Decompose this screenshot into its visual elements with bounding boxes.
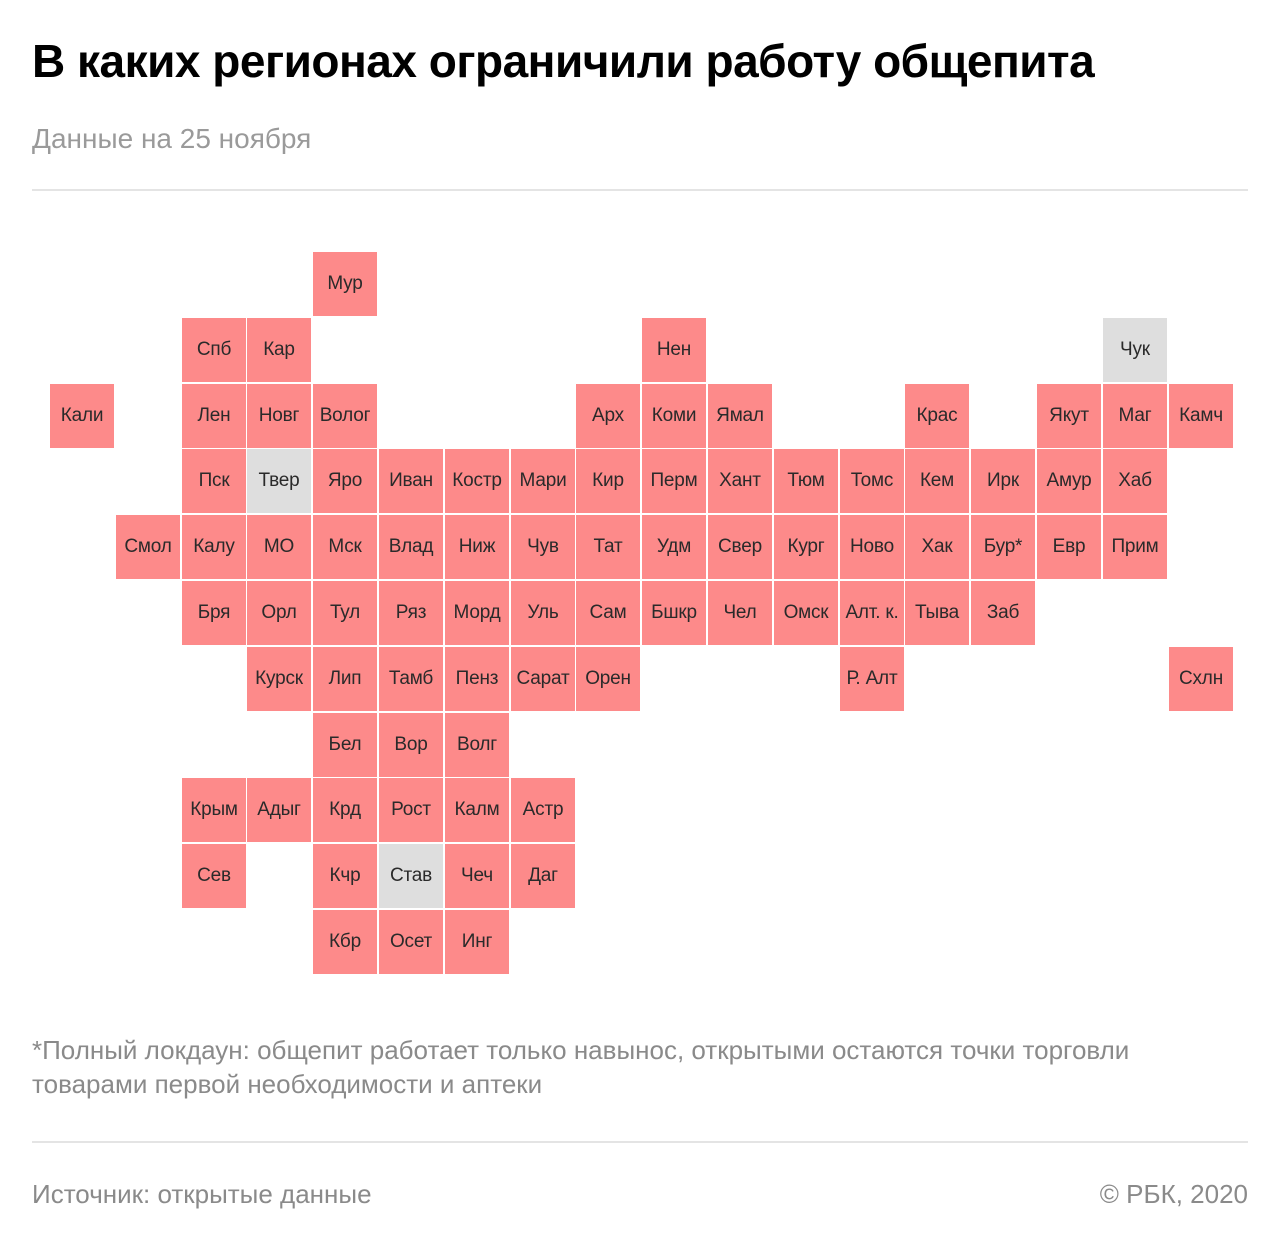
region-tile: Пенз [445, 647, 509, 711]
region-tile: Коми [642, 384, 706, 448]
region-tile: Мур [313, 252, 377, 316]
region-tile: Ряз [379, 581, 443, 645]
region-tile: Астр [511, 778, 575, 842]
region-tile: Тул [313, 581, 377, 645]
region-tile: Рост [379, 778, 443, 842]
region-tile: Осет [379, 910, 443, 974]
region-tile: Адыг [247, 778, 311, 842]
region-tile: Вор [379, 713, 443, 777]
region-tile: Чеч [445, 844, 509, 908]
region-tile: Кбр [313, 910, 377, 974]
region-tile: Чув [511, 515, 575, 579]
region-tile: Новг [247, 384, 311, 448]
region-tile: Камч [1169, 384, 1233, 448]
region-tile: Сам [576, 581, 640, 645]
region-tile: Орл [247, 581, 311, 645]
region-tile: Волог [313, 384, 377, 448]
region-tile: Крым [182, 778, 246, 842]
region-tile: Твер [247, 449, 311, 513]
region-tile: Хак [905, 515, 969, 579]
region-tile: Кург [774, 515, 838, 579]
region-tile: Лен [182, 384, 246, 448]
region-tile: Орен [576, 647, 640, 711]
footnote: *Полный локдаун: общепит работает только… [32, 1035, 1130, 1099]
region-tile: Инг [445, 910, 509, 974]
bottom-divider [32, 1141, 1248, 1143]
region-tile: Смол [116, 515, 180, 579]
region-tile: Морд [445, 581, 509, 645]
region-tile: Уль [511, 581, 575, 645]
region-tile: Ямал [708, 384, 772, 448]
region-tile: Свер [708, 515, 772, 579]
region-tile: Бря [182, 581, 246, 645]
region-tile: Кир [576, 449, 640, 513]
region-tile: Калу [182, 515, 246, 579]
chart-title: В каких регионах ограничили работу общеп… [32, 35, 1095, 87]
region-tile: Иван [379, 449, 443, 513]
region-tile: Евр [1037, 515, 1101, 579]
region-tile: Кем [905, 449, 969, 513]
region-tile: Костр [445, 449, 509, 513]
region-tile: Р. Алт [840, 647, 904, 711]
region-tile: Даг [511, 844, 575, 908]
region-tile: Арх [576, 384, 640, 448]
region-tile: Калм [445, 778, 509, 842]
region-tile: Сарат [511, 647, 575, 711]
region-tile: Крас [905, 384, 969, 448]
region-tile: Нен [642, 318, 706, 382]
region-tile: Прим [1103, 515, 1167, 579]
region-tile: Сев [182, 844, 246, 908]
region-tile: Схлн [1169, 647, 1233, 711]
region-tile: Крд [313, 778, 377, 842]
region-tile: Тыва [905, 581, 969, 645]
region-tile: Бшкр [642, 581, 706, 645]
region-tile: Ирк [971, 449, 1035, 513]
region-tile: Тат [576, 515, 640, 579]
region-tile: МО [247, 515, 311, 579]
region-tile: Мари [511, 449, 575, 513]
region-tile: Перм [642, 449, 706, 513]
region-tile: Амур [1037, 449, 1101, 513]
region-tile: Якут [1037, 384, 1101, 448]
region-tile: Бур* [971, 515, 1035, 579]
region-tile: Бел [313, 713, 377, 777]
region-tile: Чел [708, 581, 772, 645]
region-tile: Пск [182, 449, 246, 513]
region-tile: Алт. к. [840, 581, 904, 645]
top-divider [32, 189, 1248, 191]
source-note: Источник: открытые данные [32, 1179, 372, 1209]
region-tile: Тюм [774, 449, 838, 513]
region-tile: Волг [445, 713, 509, 777]
region-tile: Влад [379, 515, 443, 579]
copyright-note: © РБК, 2020 [1099, 1179, 1248, 1209]
region-tile: Курск [247, 647, 311, 711]
region-tile: Ново [840, 515, 904, 579]
region-tile: Ниж [445, 515, 509, 579]
chart-subtitle: Данные на 25 ноября [32, 123, 312, 154]
region-tile: Омск [774, 581, 838, 645]
region-tile: Кчр [313, 844, 377, 908]
region-tile: Чук [1103, 318, 1167, 382]
region-tile: Заб [971, 581, 1035, 645]
region-tile: Томс [840, 449, 904, 513]
region-tile: Яро [313, 449, 377, 513]
region-tile: Хаб [1103, 449, 1167, 513]
region-tile: Хант [708, 449, 772, 513]
region-tile: Тамб [379, 647, 443, 711]
region-tile: Маг [1103, 384, 1167, 448]
region-tile: Удм [642, 515, 706, 579]
region-tile: Спб [182, 318, 246, 382]
region-tile: Лип [313, 647, 377, 711]
region-tile: Став [379, 844, 443, 908]
region-tile: Кар [247, 318, 311, 382]
region-tile: Мск [313, 515, 377, 579]
region-tile: Кали [50, 384, 114, 448]
